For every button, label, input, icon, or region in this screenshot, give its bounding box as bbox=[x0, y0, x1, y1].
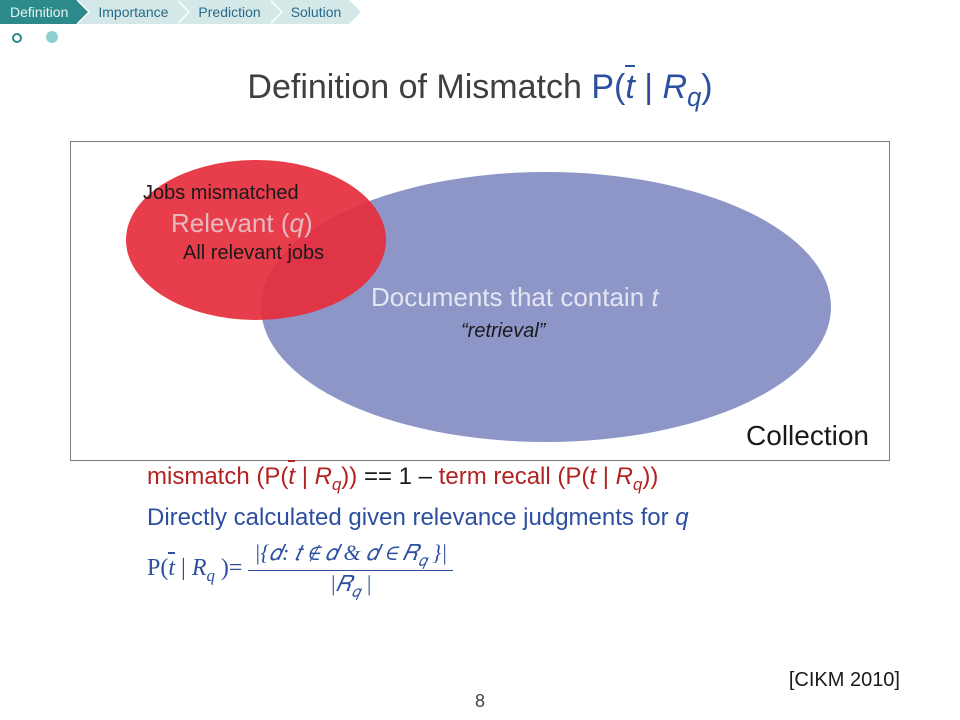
f-R: R bbox=[192, 555, 207, 581]
label-all-relevant: All relevant jobs bbox=[183, 242, 324, 265]
citation: [CIKM 2010] bbox=[789, 669, 900, 692]
relevant-q: q bbox=[290, 208, 304, 238]
title-mid: | bbox=[635, 68, 663, 106]
label-documents-contain-t: Documents that contain t bbox=[371, 282, 659, 313]
f-mid: | bbox=[175, 555, 192, 581]
page-number: 8 bbox=[475, 691, 485, 712]
label-collection: Collection bbox=[746, 420, 869, 452]
equation-mismatch-recall: mismatch (P(t | Rq)) == 1 – term recall … bbox=[147, 463, 658, 495]
mm-eq: == bbox=[364, 463, 392, 490]
venn-diagram: Jobs mismatched Relevant (q) All relevan… bbox=[70, 141, 890, 461]
mm-close2: )) bbox=[642, 463, 658, 490]
mm-close: )) bbox=[341, 463, 364, 490]
line-direct-calc: Directly calculated given relevance judg… bbox=[147, 504, 689, 532]
nav-label: Importance bbox=[98, 4, 168, 20]
formula-p-tbar: P(t | Rq )= |{𝑑: 𝑡 ∉ 𝑑 & 𝑑 ∈ 𝑅𝑞 }| |𝑅𝑞 | bbox=[147, 540, 453, 602]
slide-progress-dots bbox=[12, 30, 58, 48]
title-close: ) bbox=[701, 68, 712, 106]
dot-next-icon bbox=[46, 31, 58, 43]
relevant-suffix: ) bbox=[304, 208, 313, 238]
mm-open: (P( bbox=[250, 463, 289, 490]
title-R: R bbox=[663, 68, 688, 106]
f-close: )= bbox=[215, 555, 243, 581]
mm-open2: (P(t | R bbox=[551, 463, 633, 490]
denominator: |𝑅𝑞 | bbox=[324, 571, 378, 601]
line2-prefix: Directly calculated given relevance judg… bbox=[147, 504, 675, 531]
mm-q2: q bbox=[633, 475, 642, 494]
label-retrieval: “retrieval” bbox=[461, 320, 545, 343]
title-tbar: t bbox=[625, 68, 634, 107]
f-P: P( bbox=[147, 555, 168, 581]
relevant-prefix: Relevant ( bbox=[171, 208, 290, 238]
dot-current-icon bbox=[12, 33, 22, 43]
nav-importance[interactable]: Importance bbox=[76, 0, 176, 24]
f-q: q bbox=[207, 566, 215, 585]
breadcrumb-nav: Definition Importance Prediction Solutio… bbox=[0, 0, 960, 24]
title-q: q bbox=[687, 84, 701, 112]
f-t: t bbox=[168, 555, 175, 582]
docs-t: t bbox=[651, 282, 658, 312]
nav-label: Solution bbox=[291, 4, 342, 20]
nav-label: Definition bbox=[10, 4, 68, 20]
mm-recall: term recall bbox=[439, 463, 551, 490]
mm-q: q bbox=[332, 475, 341, 494]
nav-definition[interactable]: Definition bbox=[0, 0, 76, 24]
mm-tbar: t bbox=[288, 463, 295, 491]
mm-word: mismatch bbox=[147, 463, 250, 490]
mm-1minus: 1 – bbox=[392, 463, 439, 490]
line2-q: q bbox=[675, 504, 688, 531]
mm-mid: | R bbox=[295, 463, 332, 490]
title-p-open: P( bbox=[591, 68, 625, 106]
label-relevant-q: Relevant (q) bbox=[171, 208, 313, 239]
fraction: |{𝑑: 𝑡 ∉ 𝑑 & 𝑑 ∈ 𝑅𝑞 }| |𝑅𝑞 | bbox=[248, 540, 453, 602]
slide-title: Definition of Mismatch P(t | Rq) bbox=[0, 68, 960, 113]
nav-label: Prediction bbox=[198, 4, 260, 20]
label-jobs-mismatched: Jobs mismatched bbox=[143, 182, 299, 205]
title-prefix: Definition of Mismatch bbox=[247, 68, 591, 106]
docs-prefix: Documents that contain bbox=[371, 282, 651, 312]
numerator: |{𝑑: 𝑡 ∉ 𝑑 & 𝑑 ∈ 𝑅𝑞 }| bbox=[248, 540, 453, 570]
